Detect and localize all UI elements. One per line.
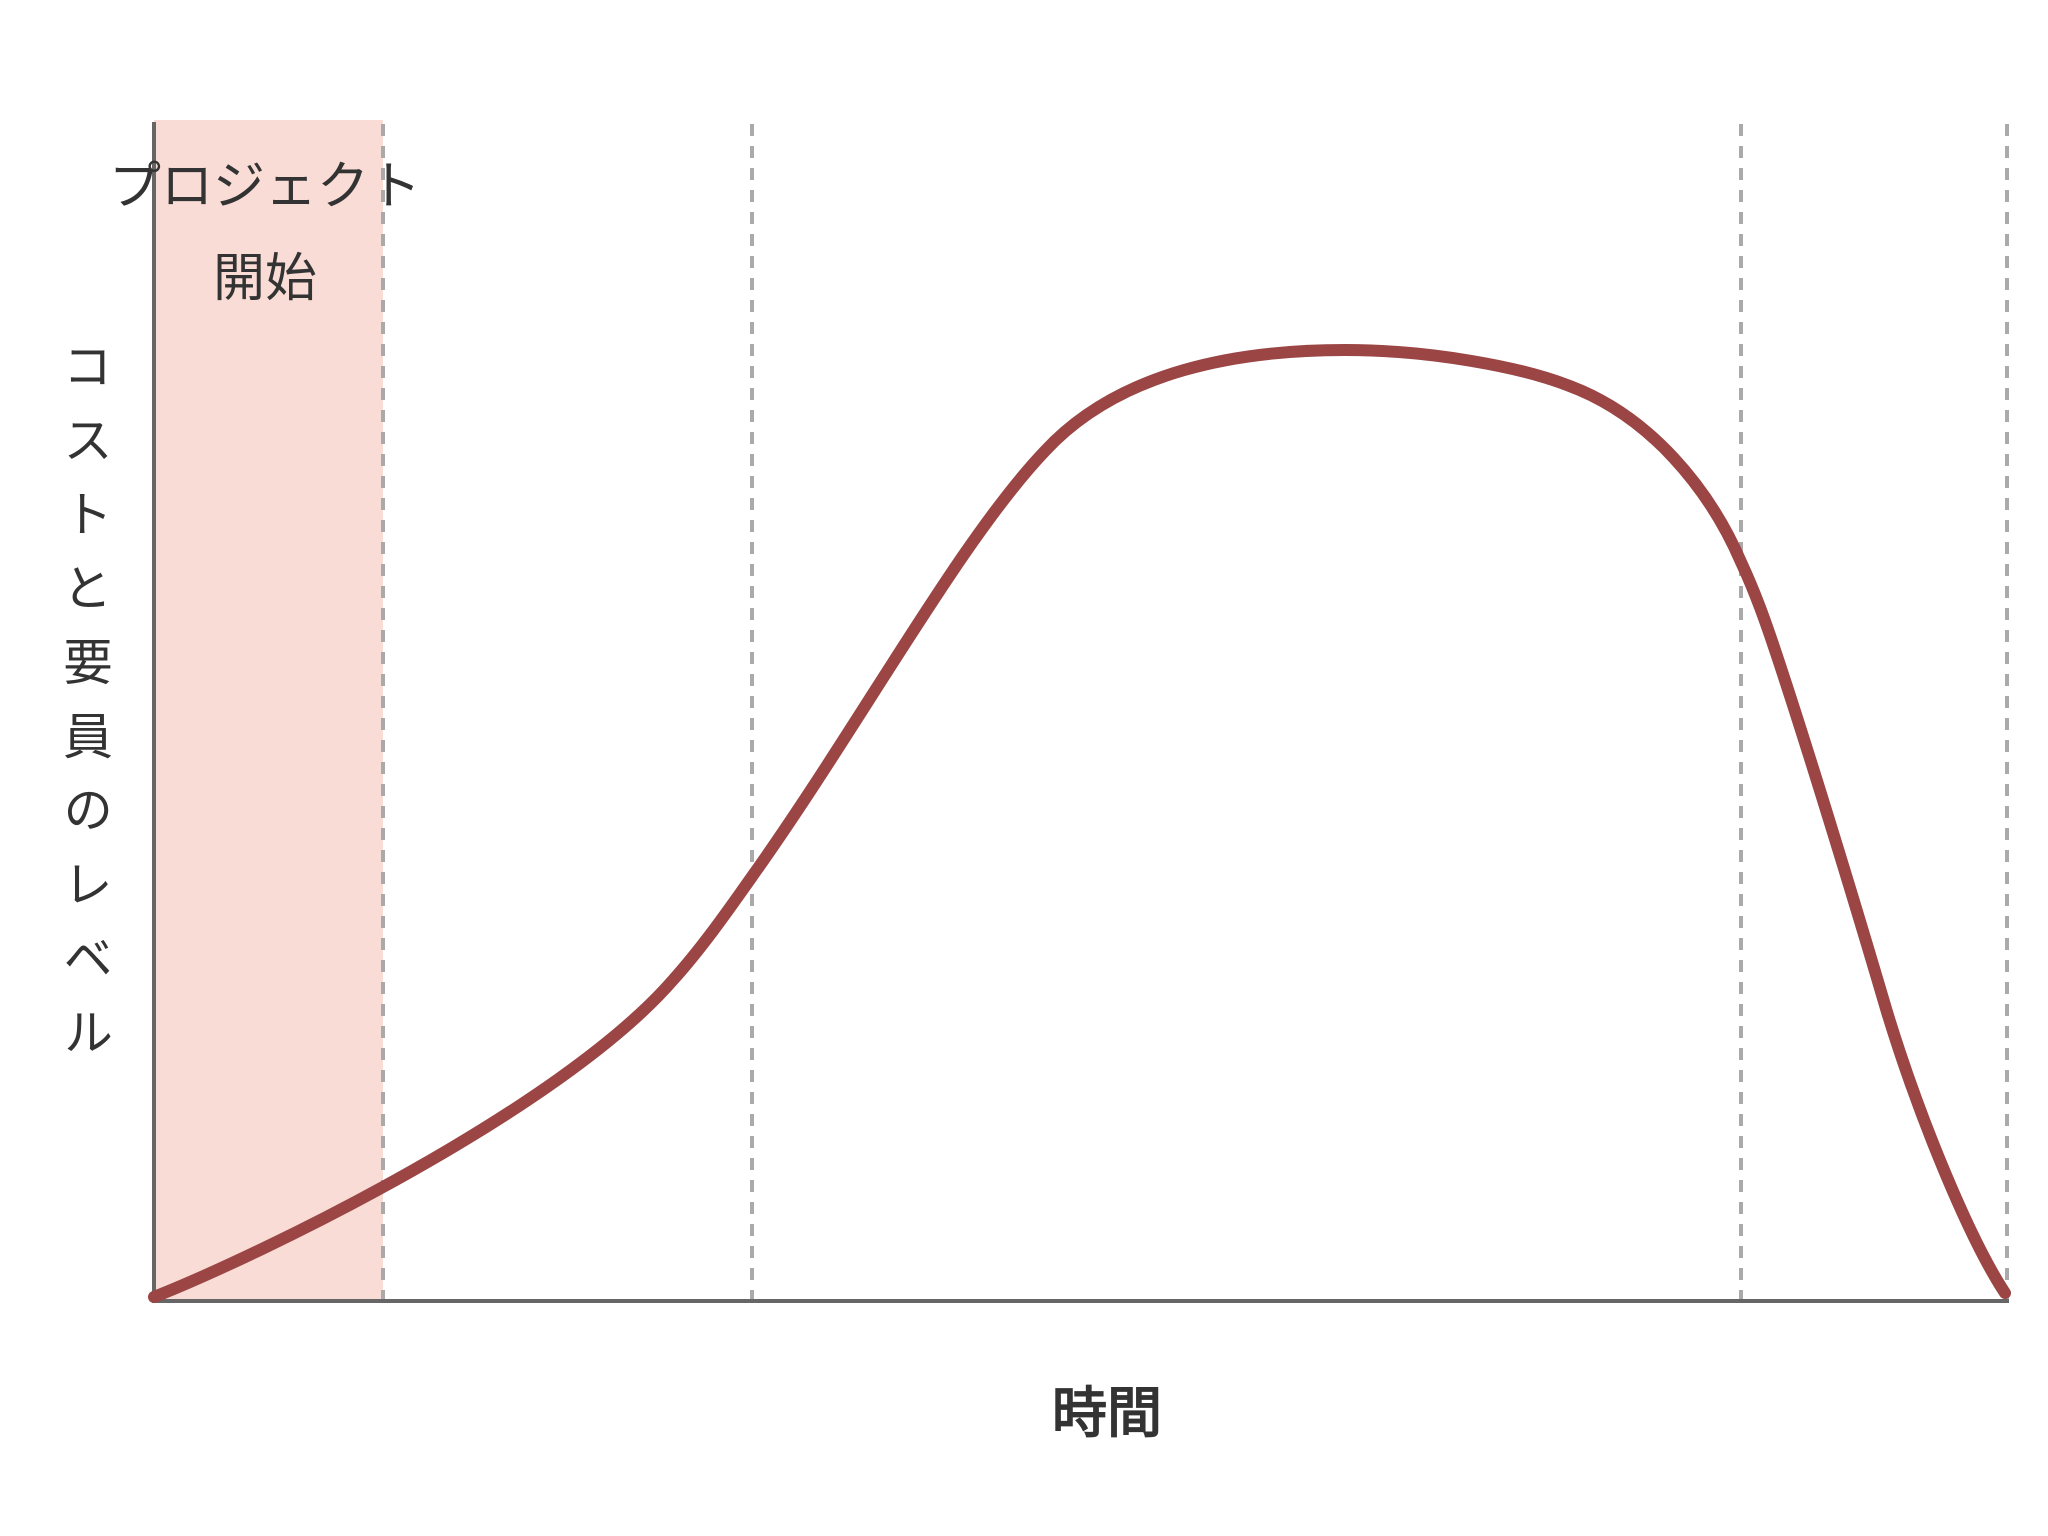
y-axis-label: コストと要員のレベル [55,340,113,1080]
start-label-line2: 開始 [212,249,318,309]
phase-dividers [381,124,2009,1301]
cost-staffing-curve [148,343,2011,1303]
start-label-line1: プロジェクト [108,157,422,217]
x-axis-label: 時間 [1051,1381,1163,1445]
start-phase-band [154,120,383,1301]
